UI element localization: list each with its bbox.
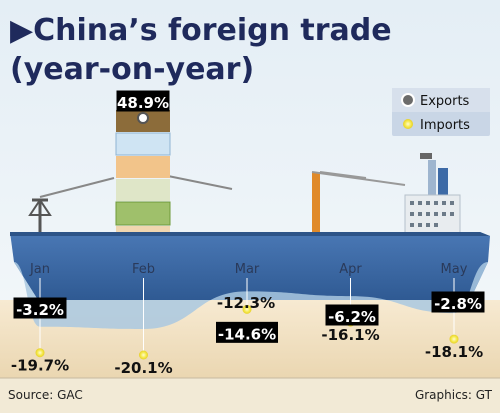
ship-hull	[10, 232, 490, 300]
import-labels: -19.7% -20.1% -14.6% -16.1% -18.1%	[11, 321, 483, 377]
chart-title: ▶China’s foreign trade	[10, 13, 392, 48]
import-label-group: -16.1%	[321, 326, 379, 344]
import-value-label: -18.1%	[425, 343, 483, 361]
imports-marker-icon	[403, 119, 413, 129]
import-value-label: -19.7%	[11, 357, 69, 375]
crane-cable-left	[39, 177, 115, 198]
legend-label-exports: Exports	[420, 94, 470, 109]
crane-post	[312, 172, 320, 250]
import-value-label: -14.6%	[218, 325, 276, 343]
credit-text: Graphics: GT	[415, 388, 493, 402]
bridge-windows	[410, 201, 454, 227]
month-label: May	[441, 262, 468, 277]
import-point	[35, 348, 45, 358]
legend: Exports Imports	[392, 88, 490, 136]
crane-arm	[311, 171, 406, 186]
container-orange	[116, 156, 170, 178]
export-labels: -3.2% 48.9% -12.3% -6.2% -2.8%	[13, 90, 485, 326]
import-label-group: -20.1%	[114, 359, 172, 377]
month-label: Feb	[132, 262, 155, 277]
crane-arm-2	[319, 171, 367, 179]
month-label: Jan	[29, 262, 50, 277]
export-label-group: -2.8%	[431, 291, 485, 313]
antenna	[420, 153, 432, 159]
import-label-group: -19.7%	[11, 357, 69, 375]
imports-area	[14, 262, 488, 329]
import-point	[242, 304, 252, 314]
container-green	[115, 201, 171, 226]
hull-rim	[10, 232, 490, 236]
export-label-group: -3.2%	[13, 297, 67, 319]
chart-subtitle: (year-on-year)	[10, 52, 254, 87]
export-value-label: -6.2%	[328, 308, 376, 326]
export-label-group: -6.2%	[325, 304, 379, 326]
import-value-label: -16.1%	[321, 326, 379, 344]
import-label-group: -14.6%	[216, 321, 278, 343]
footer-band	[0, 378, 500, 413]
source-text: Source: GAC	[8, 388, 83, 402]
export-label-group: 48.9%	[116, 90, 170, 112]
export-value-label: -3.2%	[16, 301, 64, 319]
import-point	[449, 334, 459, 344]
container-pale	[116, 179, 170, 201]
crane-cable-right	[167, 175, 233, 190]
funnel-a	[428, 160, 436, 202]
container-blue	[115, 132, 171, 156]
export-label-group: -12.3%	[217, 294, 275, 312]
import-label-group: -18.1%	[425, 343, 483, 361]
month-label: Apr	[339, 262, 362, 277]
month-labels: Jan Feb Mar Apr May	[29, 262, 468, 277]
mast-frame	[28, 198, 52, 216]
export-value-label: 48.9%	[117, 94, 169, 112]
month-label: Mar	[235, 262, 260, 277]
feb-export-marker-icon	[137, 112, 149, 124]
import-point	[139, 350, 148, 360]
exports-marker-icon	[401, 93, 415, 107]
legend-label-imports: Imports	[420, 118, 470, 133]
export-value-label: -12.3%	[217, 294, 275, 312]
ship-illustration	[10, 110, 490, 300]
export-value-label: -2.8%	[434, 295, 482, 313]
import-value-label: -20.1%	[114, 359, 172, 377]
funnel-b	[438, 168, 448, 196]
